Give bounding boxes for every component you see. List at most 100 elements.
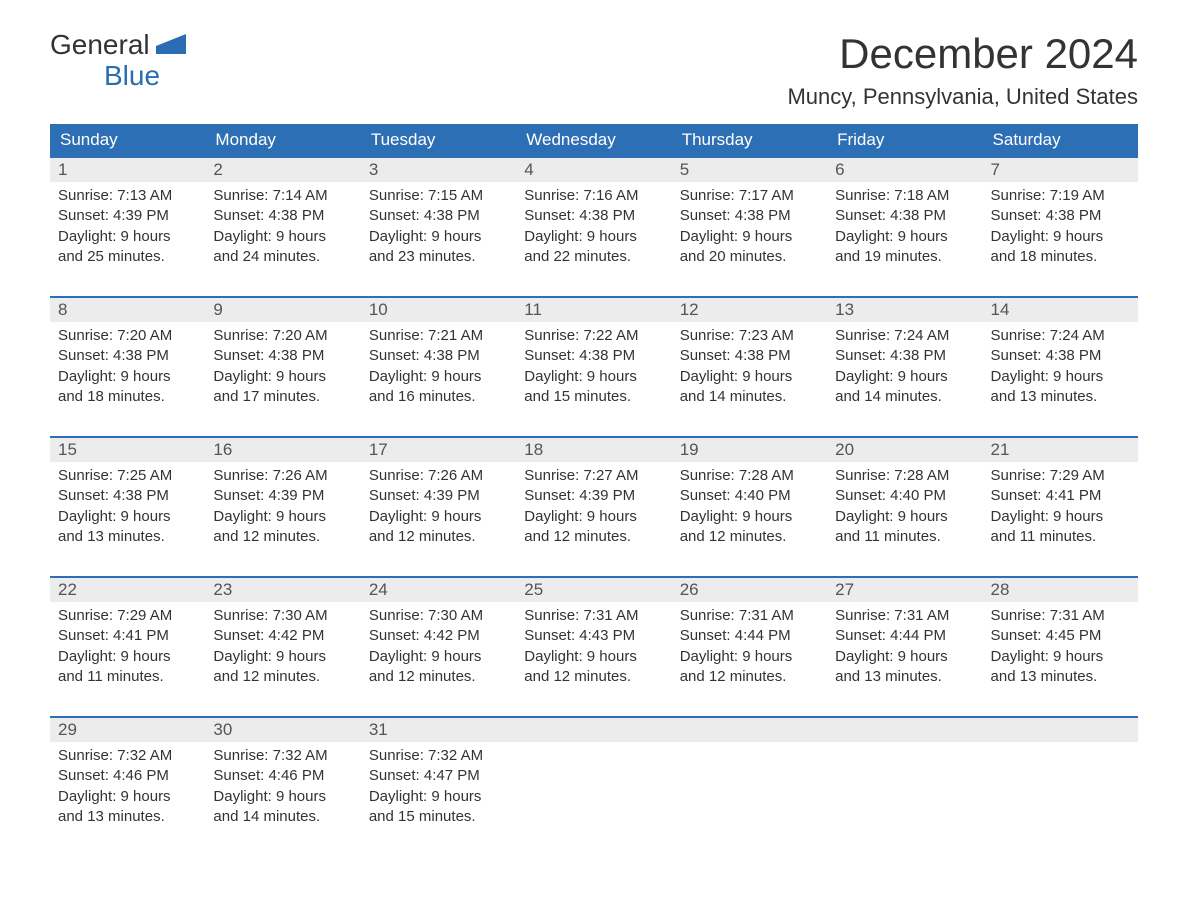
day-cell: 9Sunrise: 7:20 AMSunset: 4:38 PMDaylight… [205, 298, 360, 418]
weekday-tuesday: Tuesday [361, 124, 516, 156]
day-sunrise: Sunrise: 7:15 AM [369, 186, 508, 206]
empty-day-cell [672, 718, 827, 838]
day-daylight2: and 18 minutes. [58, 387, 197, 407]
day-sunset: Sunset: 4:38 PM [680, 346, 819, 366]
day-sunset: Sunset: 4:39 PM [213, 486, 352, 506]
day-daylight1: Daylight: 9 hours [213, 787, 352, 807]
day-details: Sunrise: 7:26 AMSunset: 4:39 PMDaylight:… [361, 462, 516, 547]
day-cell: 8Sunrise: 7:20 AMSunset: 4:38 PMDaylight… [50, 298, 205, 418]
day-details: Sunrise: 7:31 AMSunset: 4:44 PMDaylight:… [672, 602, 827, 687]
day-sunset: Sunset: 4:38 PM [835, 206, 974, 226]
day-daylight1: Daylight: 9 hours [991, 647, 1130, 667]
day-daylight1: Daylight: 9 hours [991, 367, 1130, 387]
day-sunset: Sunset: 4:47 PM [369, 766, 508, 786]
day-details: Sunrise: 7:24 AMSunset: 4:38 PMDaylight:… [983, 322, 1138, 407]
day-cell: 24Sunrise: 7:30 AMSunset: 4:42 PMDayligh… [361, 578, 516, 698]
day-sunrise: Sunrise: 7:31 AM [680, 606, 819, 626]
day-number: 19 [672, 438, 827, 462]
day-daylight1: Daylight: 9 hours [835, 227, 974, 247]
day-daylight2: and 12 minutes. [680, 527, 819, 547]
day-daylight1: Daylight: 9 hours [213, 647, 352, 667]
day-cell: 17Sunrise: 7:26 AMSunset: 4:39 PMDayligh… [361, 438, 516, 558]
day-sunset: Sunset: 4:38 PM [680, 206, 819, 226]
day-details: Sunrise: 7:17 AMSunset: 4:38 PMDaylight:… [672, 182, 827, 267]
day-sunset: Sunset: 4:41 PM [58, 626, 197, 646]
day-sunset: Sunset: 4:38 PM [58, 486, 197, 506]
weekday-sunday: Sunday [50, 124, 205, 156]
day-sunset: Sunset: 4:38 PM [213, 346, 352, 366]
day-sunrise: Sunrise: 7:29 AM [58, 606, 197, 626]
day-daylight2: and 14 minutes. [835, 387, 974, 407]
day-daylight2: and 12 minutes. [524, 667, 663, 687]
day-number: 23 [205, 578, 360, 602]
day-details: Sunrise: 7:29 AMSunset: 4:41 PMDaylight:… [983, 462, 1138, 547]
day-cell: 4Sunrise: 7:16 AMSunset: 4:38 PMDaylight… [516, 158, 671, 278]
day-sunset: Sunset: 4:38 PM [524, 346, 663, 366]
logo-flag-icon [156, 30, 190, 61]
day-sunrise: Sunrise: 7:13 AM [58, 186, 197, 206]
day-details: Sunrise: 7:32 AMSunset: 4:46 PMDaylight:… [50, 742, 205, 827]
day-details: Sunrise: 7:20 AMSunset: 4:38 PMDaylight:… [205, 322, 360, 407]
day-sunset: Sunset: 4:38 PM [835, 346, 974, 366]
day-number: 4 [516, 158, 671, 182]
day-sunrise: Sunrise: 7:32 AM [213, 746, 352, 766]
day-details: Sunrise: 7:18 AMSunset: 4:38 PMDaylight:… [827, 182, 982, 267]
weekday-thursday: Thursday [672, 124, 827, 156]
logo-word2: Blue [50, 61, 190, 92]
day-sunrise: Sunrise: 7:25 AM [58, 466, 197, 486]
day-sunrise: Sunrise: 7:26 AM [369, 466, 508, 486]
day-details: Sunrise: 7:29 AMSunset: 4:41 PMDaylight:… [50, 602, 205, 687]
day-daylight2: and 12 minutes. [680, 667, 819, 687]
day-daylight2: and 13 minutes. [835, 667, 974, 687]
day-cell: 16Sunrise: 7:26 AMSunset: 4:39 PMDayligh… [205, 438, 360, 558]
day-daylight1: Daylight: 9 hours [58, 507, 197, 527]
day-sunset: Sunset: 4:42 PM [213, 626, 352, 646]
day-sunrise: Sunrise: 7:19 AM [991, 186, 1130, 206]
day-sunrise: Sunrise: 7:30 AM [213, 606, 352, 626]
day-number: 31 [361, 718, 516, 742]
day-cell: 31 Sunrise: 7:32 AMSunset: 4:47 PMDayligh… [361, 718, 516, 838]
day-details: Sunrise: 7:25 AMSunset: 4:38 PMDaylight:… [50, 462, 205, 547]
day-cell: 22Sunrise: 7:29 AMSunset: 4:41 PMDayligh… [50, 578, 205, 698]
day-cell: 12Sunrise: 7:23 AMSunset: 4:38 PMDayligh… [672, 298, 827, 418]
day-sunrise: Sunrise: 7:32 AM [58, 746, 197, 766]
day-sunset: Sunset: 4:38 PM [524, 206, 663, 226]
day-daylight2: and 12 minutes. [524, 527, 663, 547]
day-sunset: Sunset: 4:38 PM [369, 206, 508, 226]
day-sunset: Sunset: 4:42 PM [369, 626, 508, 646]
day-daylight1: Daylight: 9 hours [524, 367, 663, 387]
day-daylight2: and 25 minutes. [58, 247, 197, 267]
day-number: 13 [827, 298, 982, 322]
day-details: Sunrise: 7:14 AMSunset: 4:38 PMDaylight:… [205, 182, 360, 267]
day-daylight1: Daylight: 9 hours [369, 507, 508, 527]
day-number [672, 718, 827, 742]
day-details: Sunrise: 7:15 AMSunset: 4:38 PMDaylight:… [361, 182, 516, 267]
day-details: Sunrise: 7:24 AMSunset: 4:38 PMDaylight:… [827, 322, 982, 407]
day-daylight2: and 13 minutes. [991, 387, 1130, 407]
week-row: 8Sunrise: 7:20 AMSunset: 4:38 PMDaylight… [50, 296, 1138, 418]
day-daylight2: and 14 minutes. [213, 807, 352, 827]
day-sunrise: Sunrise: 7:32 AM [369, 746, 508, 766]
day-cell: 30Sunrise: 7:32 AMSunset: 4:46 PMDayligh… [205, 718, 360, 838]
day-sunrise: Sunrise: 7:22 AM [524, 326, 663, 346]
day-number: 30 [205, 718, 360, 742]
logo-word1: General [50, 30, 150, 61]
day-daylight1: Daylight: 9 hours [58, 647, 197, 667]
day-sunrise: Sunrise: 7:30 AM [369, 606, 508, 626]
day-number: 21 [983, 438, 1138, 462]
day-daylight1: Daylight: 9 hours [524, 647, 663, 667]
day-daylight1: Daylight: 9 hours [835, 647, 974, 667]
day-number: 26 [672, 578, 827, 602]
day-daylight1: Daylight: 9 hours [213, 507, 352, 527]
day-daylight1: Daylight: 9 hours [991, 227, 1130, 247]
day-sunrise: Sunrise: 7:20 AM [213, 326, 352, 346]
week-row: 22Sunrise: 7:29 AMSunset: 4:41 PMDayligh… [50, 576, 1138, 698]
day-cell: 1Sunrise: 7:13 AMSunset: 4:39 PMDaylight… [50, 158, 205, 278]
day-sunrise: Sunrise: 7:21 AM [369, 326, 508, 346]
day-cell: 2Sunrise: 7:14 AMSunset: 4:38 PMDaylight… [205, 158, 360, 278]
day-details: Sunrise: 7:26 AMSunset: 4:39 PMDaylight:… [205, 462, 360, 547]
day-sunrise: Sunrise: 7:31 AM [835, 606, 974, 626]
day-daylight1: Daylight: 9 hours [369, 787, 508, 807]
day-sunset: Sunset: 4:39 PM [58, 206, 197, 226]
day-number [983, 718, 1138, 742]
